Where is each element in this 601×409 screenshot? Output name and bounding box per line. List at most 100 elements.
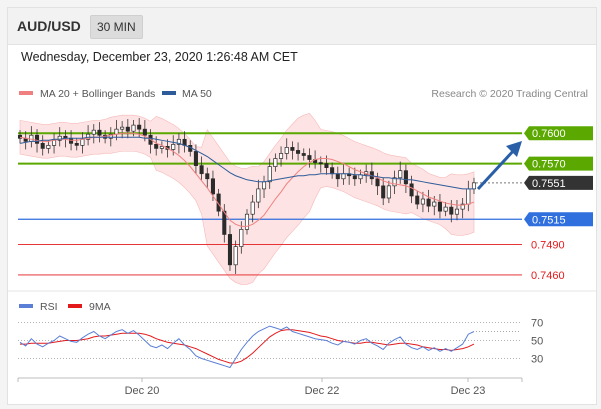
candle-bullish [420,198,425,205]
level-tag-bg [524,212,593,227]
price-labels: 0.7600 0.7570 0.7551 0.7515 0.7490 0.7460 [524,126,593,282]
candle-bearish [205,173,210,180]
candle-bearish [296,150,301,154]
rsi-9ma-line [20,329,475,364]
candle-bullish [46,145,51,149]
candle-bearish [409,183,414,197]
candle-bearish [437,201,442,212]
rsi-ma-legend-swatch [68,304,82,308]
candle-bearish [74,142,79,146]
chart-header: AUD/USD 30 MIN [8,8,596,45]
candle-bearish [301,153,306,156]
moving-averages [19,132,475,227]
candle-bullish [392,177,397,187]
candle-bearish [449,206,454,215]
bollinger-band-area [19,113,475,285]
candle-bullish [120,126,125,130]
candle-bearish [227,234,233,266]
level-tag-bg [524,175,593,190]
candle-bullish [454,208,460,215]
rsi-panel: 70 50 30 [18,318,543,369]
candle-bullish [91,129,96,135]
candle-bullish [29,134,34,142]
candle-bearish [426,198,431,207]
rsi-line [19,325,475,369]
candle-bullish [261,181,267,190]
candle-bullish [432,201,437,207]
candle-bearish [381,185,386,199]
x-tick-label: Dec 22 [305,385,340,397]
candle-bullish [256,188,261,203]
x-axis-ticks: Dec 20 Dec 22 Dec 23 [17,378,523,397]
candle-bearish [216,193,221,212]
x-tick-label: Dec 20 [125,385,160,397]
candle-bearish [375,178,380,187]
candle-bearish [415,195,420,205]
candle-bearish [330,167,335,175]
candle-bullish [86,133,91,140]
candle-bullish [171,144,176,150]
timestamp: Wednesday, December 23, 2020 1:26:48 AM … [21,50,298,64]
candle-bearish [403,170,408,185]
ma20-legend-label: MA 20 + Bollinger Bands [40,88,155,100]
candle-bearish [335,173,340,180]
candle-bearish [97,129,102,136]
candle-bearish [199,165,204,175]
currency-pair-title: AUD/USD [17,18,81,34]
candle-bearish [210,178,215,195]
candle-bearish [137,124,142,130]
candle-bullish [471,182,477,190]
rsi-tick-70: 70 [531,318,543,330]
candle-bullish [233,246,238,266]
candle-bearish [318,162,323,165]
candle-bullish [52,139,57,146]
candle-bullish [244,213,250,230]
candle-bearish [17,134,23,139]
ma50-legend-label: MA 50 [182,88,212,100]
candle-bullish [239,229,244,247]
ma50-legend-swatch [162,91,176,95]
level-tag-0.7551: 0.7551 [524,175,593,190]
candle-bullish [108,133,113,139]
level-tag-bg [524,156,593,171]
candle-bearish [34,134,40,144]
forecast-arrowhead [506,141,522,157]
rsi-ma-legend-label: 9MA [89,301,111,313]
candle-bearish [125,126,130,132]
candle-bearish [307,155,312,160]
level-tag-0.7515: 0.7515 [524,212,593,227]
candle-bullish [159,146,164,149]
candle-bullish [460,203,465,210]
timeframe-badge[interactable]: 30 MIN [90,15,143,39]
candle-bearish [290,147,295,151]
bollinger-bands [19,113,475,285]
candle-bullish [80,138,85,146]
x-tick-label: Dec 23 [451,385,486,397]
level-label-0.7460: 0.7460 [531,270,565,282]
candle-bullish [131,124,136,132]
candle-bullish [114,128,119,135]
rsi-legend-label: RSI [40,301,58,313]
candle-bearish [352,175,357,180]
level-tag-text: 0.7570 [532,159,566,171]
forecast-arrow [476,147,517,191]
candle-bearish [69,137,74,144]
candle-bearish [40,142,45,149]
rsi-legend-swatch [19,304,33,308]
rsi-tick-50: 50 [531,336,543,348]
candle-bearish [324,163,329,168]
candle-bullish [386,185,391,199]
candle-bullish [284,147,289,154]
candle-bullish [443,206,448,212]
candle-bullish [176,138,181,145]
ma50-line [19,136,474,190]
ma20-legend-swatch [19,91,33,95]
level-tag-bg [524,126,593,141]
level-label-0.7490: 0.7490 [531,240,565,252]
candle-bullish [341,173,346,180]
rsi-tick-30: 30 [531,354,543,366]
candle-bullish [273,158,278,167]
candle-bearish [193,151,198,166]
level-tag-text: 0.7600 [532,128,566,140]
